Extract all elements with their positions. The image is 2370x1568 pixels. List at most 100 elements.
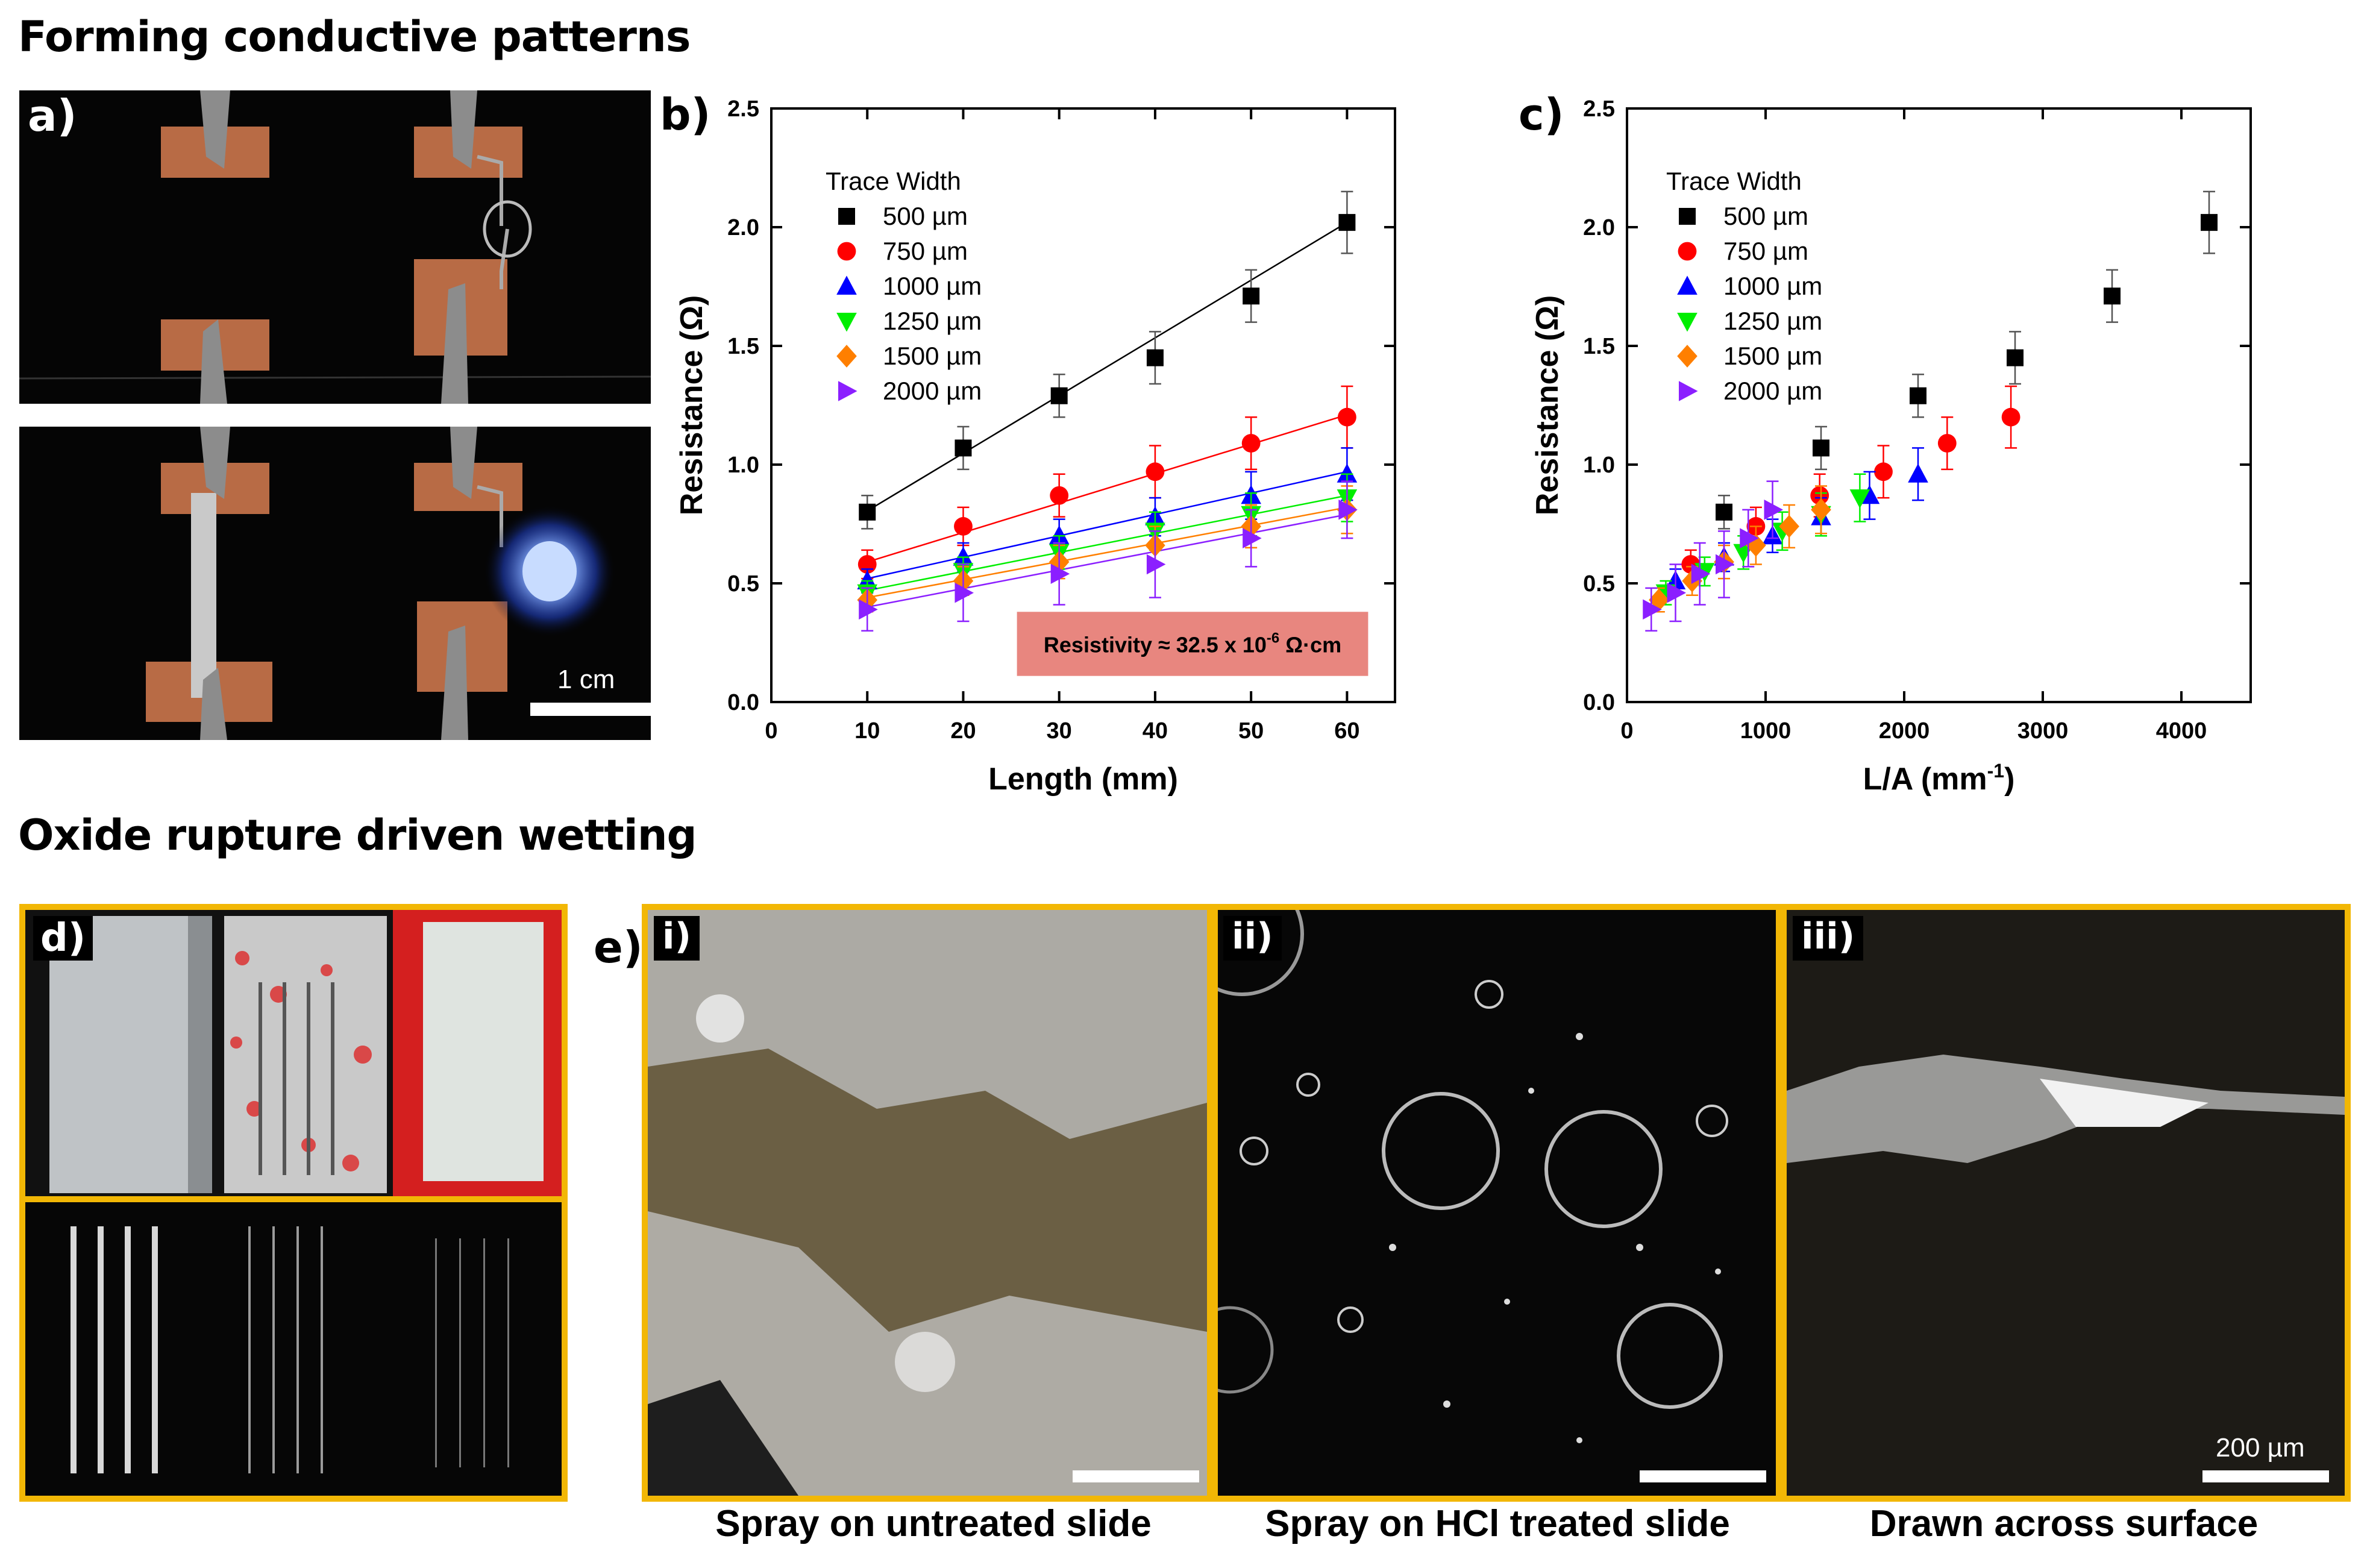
x-tick-label: 10 — [854, 718, 880, 744]
y-tick-label: 0.5 — [1583, 571, 1615, 597]
legend-label: 1250 µm — [883, 307, 982, 335]
y-tick-label: 1.0 — [727, 453, 759, 478]
data-point — [1050, 486, 1069, 505]
fit-line — [867, 414, 1347, 563]
fit-line — [867, 494, 1347, 592]
legend-label: 1000 µm — [1723, 272, 1822, 300]
panel-d-frame — [19, 904, 568, 1502]
data-point — [955, 582, 974, 603]
circuit-on-drawing — [19, 427, 651, 740]
legend-marker — [1677, 345, 1698, 368]
fit-line — [867, 506, 1347, 598]
panel-label-c: c) — [1519, 89, 1564, 140]
y-tick-label: 2.5 — [1583, 96, 1615, 122]
data-point — [1740, 528, 1759, 548]
photo-circuit-on: 1 cm — [19, 427, 651, 740]
legend-label: 1500 µm — [883, 342, 982, 370]
legend-label: 750 µm — [883, 237, 968, 265]
x-tick-label: 0 — [1620, 718, 1633, 744]
panel-label-e-iii: iii) — [1793, 916, 1864, 961]
caption-e-ii: Spray on HCl treated slide — [1265, 1503, 1730, 1544]
data-point — [1937, 434, 1957, 453]
photo-d-bottom — [25, 1202, 562, 1496]
data-point — [954, 517, 973, 536]
scale-bar-ii — [1640, 1470, 1766, 1482]
legend-marker — [836, 313, 857, 332]
section-title-wetting: Oxide rupture driven wetting — [18, 811, 697, 860]
photo-e-ii — [1218, 910, 1776, 1496]
data-point — [2104, 287, 2121, 305]
scale-bar-i — [1073, 1470, 1199, 1482]
plot-frame — [770, 107, 1396, 703]
panel-label-e-ii: ii) — [1223, 916, 1282, 961]
data-point — [1667, 582, 1686, 603]
legend-title: Trace Width — [1666, 167, 1802, 195]
data-point — [1146, 349, 1164, 366]
x-tick-label: 4000 — [2156, 718, 2207, 744]
photo-d-top — [25, 910, 562, 1196]
legend-label: 1250 µm — [1723, 307, 1822, 335]
legend-marker — [1678, 242, 1697, 261]
legend-label: 1500 µm — [1723, 342, 1822, 370]
panel-label-b: b) — [660, 89, 711, 140]
drawn-surface-drawing — [1787, 910, 2345, 1496]
plot-frame — [1626, 107, 2252, 703]
legend-marker — [836, 275, 857, 295]
panel-label-a: a) — [28, 90, 77, 141]
x-tick-label: 0 — [765, 718, 777, 744]
y-axis-label: Resistance (Ω) — [674, 295, 709, 515]
data-point — [1337, 463, 1358, 483]
caption-e-iii: Drawn across surface — [1869, 1503, 2259, 1544]
y-tick-label: 0.0 — [1583, 690, 1615, 715]
data-point — [1643, 599, 1662, 620]
x-tick-label: 60 — [1334, 718, 1359, 744]
legend-label: 1000 µm — [883, 272, 982, 300]
legend-marker — [838, 208, 855, 225]
x-tick-label: 30 — [1047, 718, 1072, 744]
data-point — [1146, 554, 1166, 575]
data-point — [1146, 462, 1165, 481]
section-title-patterns: Forming conductive patterns — [18, 12, 691, 61]
panel-label-e: e) — [594, 922, 643, 973]
data-point — [1810, 486, 1829, 505]
data-point — [1716, 503, 1732, 521]
data-point — [1716, 554, 1735, 575]
annotation-text: Resistivity ≈ 32.5 x 10-6 Ω·cm — [1044, 630, 1341, 657]
data-point — [1691, 563, 1711, 585]
printed-lines-drawing — [25, 1202, 562, 1496]
hcl-slide-droplets — [1218, 910, 1776, 1496]
y-tick-label: 1.0 — [1583, 453, 1615, 478]
legend-marker — [1679, 208, 1696, 225]
y-tick-label: 2.0 — [1583, 215, 1615, 240]
data-point — [1910, 387, 1926, 404]
y-axis-label: Resistance (Ω) — [1530, 295, 1565, 515]
scale-bar-label: 1 cm — [557, 665, 615, 694]
y-tick-label: 2.0 — [727, 215, 759, 240]
legend-label: 750 µm — [1723, 237, 1808, 265]
panel-label-d: d) — [33, 916, 93, 961]
panel-e-frame: 200 µm — [642, 904, 2351, 1502]
data-point — [1813, 439, 1829, 457]
data-point — [1243, 528, 1262, 548]
photo-e-i — [648, 910, 1207, 1496]
legend-title: Trace Width — [826, 167, 961, 195]
data-point — [1338, 214, 1356, 231]
legend-marker — [838, 381, 857, 401]
data-point — [1764, 500, 1783, 520]
circuit-off-drawing — [19, 90, 651, 404]
data-point — [1908, 463, 1928, 483]
data-point — [859, 503, 876, 521]
fit-line — [867, 222, 1348, 512]
data-point — [1874, 462, 1893, 481]
data-point — [1049, 525, 1070, 545]
scale-bar-iii — [2202, 1470, 2329, 1482]
y-tick-label: 0.0 — [727, 690, 759, 715]
data-point — [1241, 434, 1261, 453]
y-tick-label: 1.5 — [727, 334, 759, 359]
chart-c: 0 1000 2000 3000 4000 0.0 0.5 1.0 1.5 2.0 2.5 L/A (… — [1530, 96, 2252, 797]
data-point — [1337, 407, 1356, 427]
x-axis-label: L/A (mm-1) — [1863, 760, 2015, 797]
scale-bar — [530, 703, 651, 716]
wetting-strips-drawing — [25, 910, 562, 1196]
untreated-slide-drawing — [648, 910, 1207, 1496]
